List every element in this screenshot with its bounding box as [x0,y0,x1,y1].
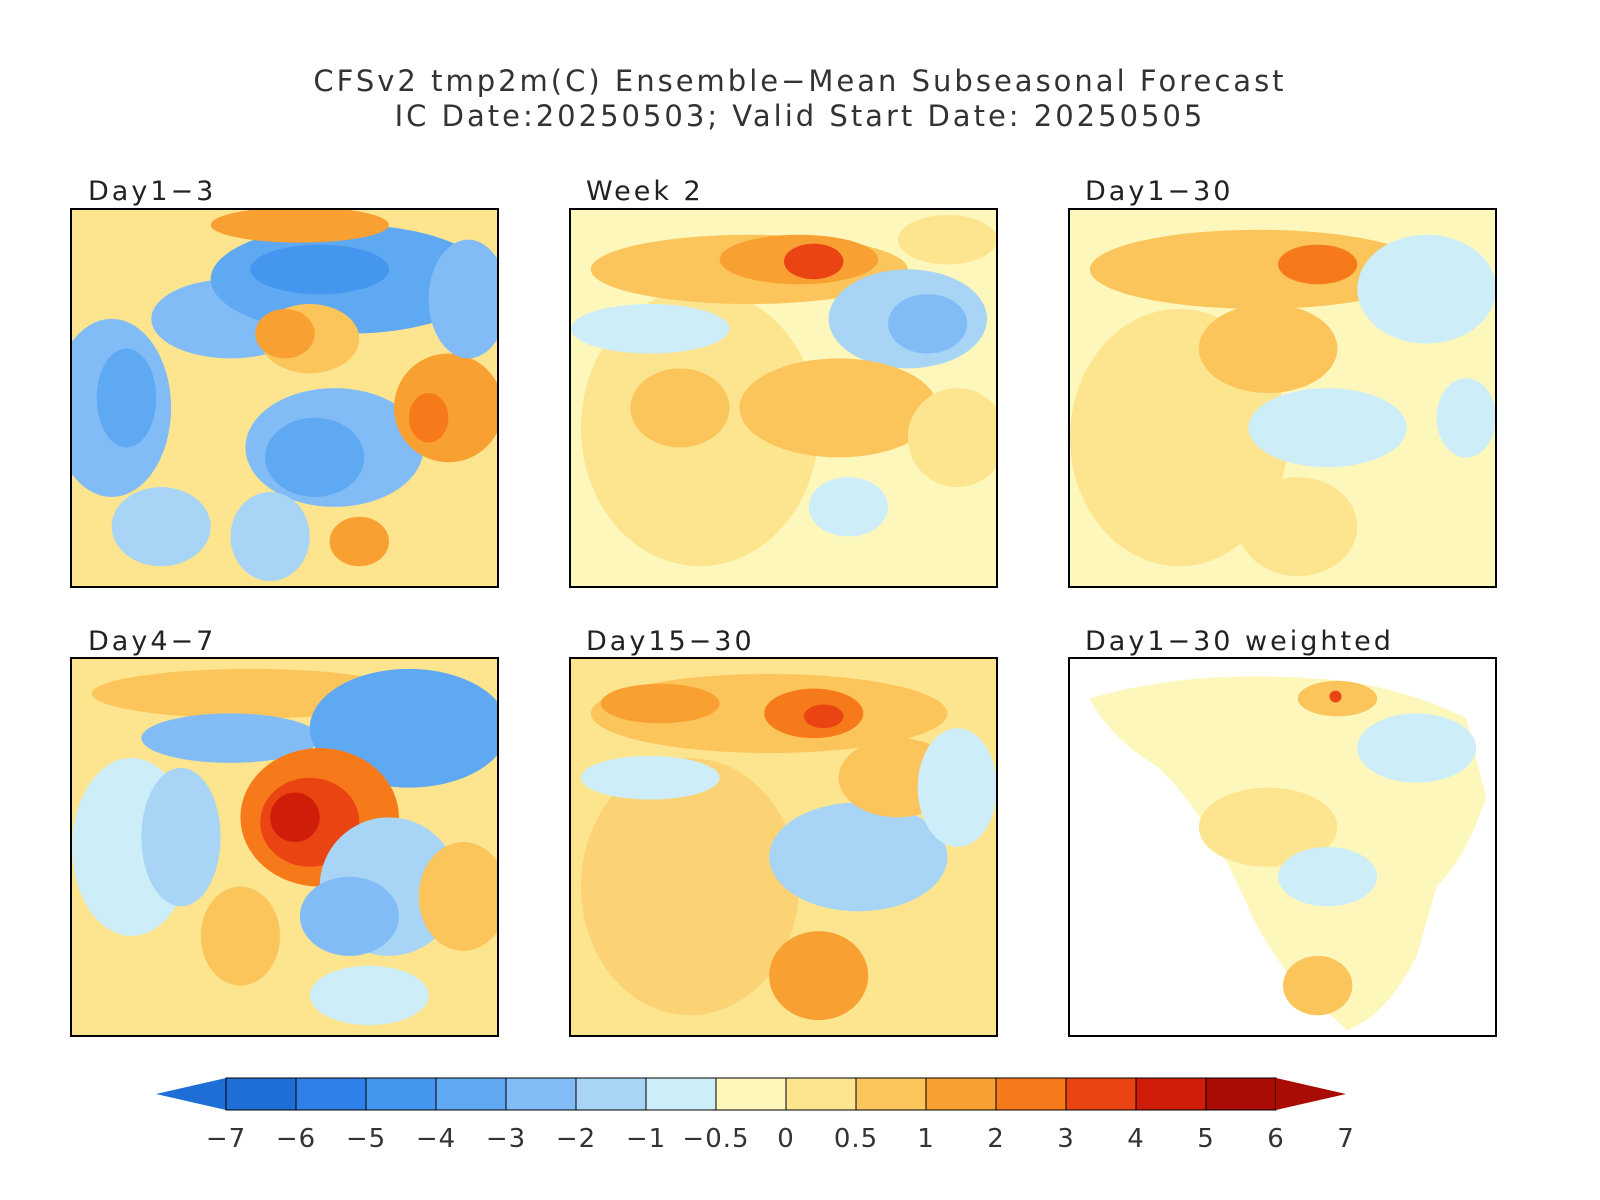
colorbar-extend-low [156,1078,226,1110]
colorbar-segment [365,1077,437,1111]
colorbar-tick-label: 6 [1267,1124,1285,1154]
panel-label-day1-30-weighted: Day1−30 weighted [1085,626,1394,657]
colorbar-segment [1135,1077,1207,1111]
colorbar-segment [435,1077,507,1111]
colorbar-segment [575,1077,647,1111]
colorbar-segment [855,1077,927,1111]
colorbar-tick-label: −1 [625,1124,667,1154]
map-day1-30-weighted [1070,659,1495,1035]
colorbar-segment [645,1077,717,1111]
panel-label-day1-30: Day1−30 [1085,176,1234,207]
colorbar-tick-label: 3 [1057,1124,1075,1154]
colorbar-segment [295,1077,367,1111]
colorbar-tick-label: 7 [1337,1124,1355,1154]
panel-label-day1-3: Day1−3 [88,176,217,207]
map-panel-day15-30 [569,657,998,1037]
colorbar-tick-label: −0.5 [682,1124,750,1154]
colorbar-tick-label: −6 [275,1124,317,1154]
colorbar-tick-label: 0 [777,1124,795,1154]
panel-label-week2: Week 2 [586,176,704,207]
colorbar-tick-label: 4 [1127,1124,1145,1154]
map-panel-day1-30 [1068,208,1497,588]
colorbar-tick-label: −2 [555,1124,597,1154]
colorbar-tick-label: 0.5 [833,1124,879,1154]
colorbar [156,1077,1346,1111]
colorbar-segment [715,1077,787,1111]
colorbar-tick-label: −4 [415,1124,457,1154]
colorbar-tick-label: 1 [917,1124,935,1154]
colorbar-tick-label: 2 [987,1124,1005,1154]
colorbar-tick-label: −5 [345,1124,387,1154]
map-panel-week2 [569,208,998,588]
colorbar-segment [505,1077,577,1111]
colorbar-segment [225,1077,297,1111]
map-panel-day4-7 [70,657,499,1037]
panel-label-day4-7: Day4−7 [88,626,217,657]
figure-subtitle: IC Date:20250503; Valid Start Date: 2025… [394,99,1206,133]
colorbar-segment [785,1077,857,1111]
map-day15-30 [571,659,996,1035]
map-day1-30 [1070,210,1495,586]
map-panel-day1-3 [70,208,499,588]
colorbar-tick-label: −3 [485,1124,527,1154]
colorbar-segment [1205,1077,1277,1111]
colorbar-tick-label: 5 [1197,1124,1215,1154]
colorbar-segment [995,1077,1067,1111]
map-day1-3 [72,210,497,586]
colorbar-tick-label: −7 [205,1124,247,1154]
colorbar-segment [925,1077,997,1111]
colorbar-segment [1065,1077,1137,1111]
panel-label-day15-30: Day15−30 [586,626,755,657]
map-panel-day1-30-weighted [1068,657,1497,1037]
colorbar-extend-high [1276,1078,1346,1110]
map-day4-7 [72,659,497,1035]
figure-title: CFSv2 tmp2m(C) Ensemble−Mean Subseasonal… [313,64,1287,98]
map-week2 [571,210,996,586]
